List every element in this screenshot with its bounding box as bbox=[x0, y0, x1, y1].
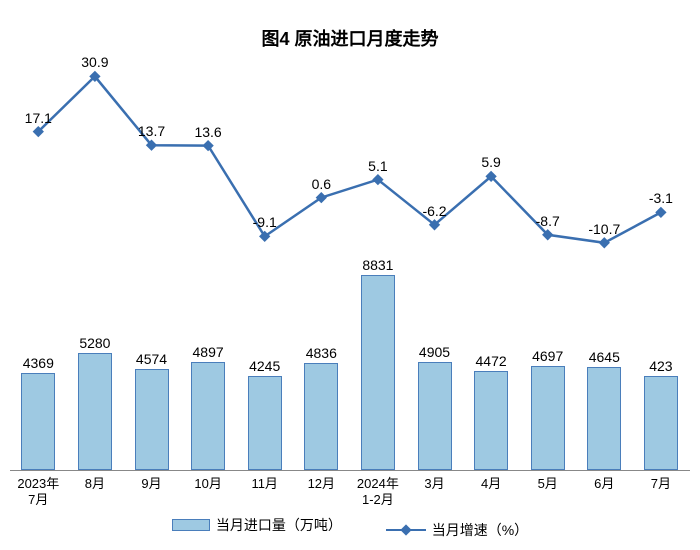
x-tick-label: 6月 bbox=[594, 476, 614, 492]
line-value-label: 30.9 bbox=[81, 54, 108, 70]
legend-line-label: 当月增速（%） bbox=[432, 520, 528, 540]
x-tick-label: 11月 bbox=[251, 476, 278, 492]
x-tick-label: 7月 bbox=[651, 476, 671, 492]
x-tick-label: 5月 bbox=[538, 476, 558, 492]
line-value-label: 0.6 bbox=[312, 176, 331, 192]
x-tick-label: 8月 bbox=[85, 476, 105, 492]
growth-line bbox=[38, 76, 661, 242]
bar-value-label: 4697 bbox=[532, 348, 563, 364]
legend-bar-label: 当月进口量（万吨） bbox=[216, 515, 342, 535]
bar bbox=[361, 275, 395, 470]
bar-value-label: 5280 bbox=[79, 335, 110, 351]
bar bbox=[78, 353, 112, 470]
legend-line-swatch bbox=[386, 529, 426, 531]
line-value-label: -8.7 bbox=[536, 213, 560, 229]
legend-item-bar: 当月进口量（万吨） bbox=[172, 515, 342, 535]
x-tick-label: 9月 bbox=[141, 476, 161, 492]
legend-bar-swatch bbox=[172, 519, 210, 531]
line-value-label: 13.6 bbox=[194, 124, 221, 140]
bar-value-label: 4472 bbox=[476, 353, 507, 369]
x-tick-label: 2024年 1-2月 bbox=[357, 476, 399, 507]
x-tick-label: 12月 bbox=[308, 476, 335, 492]
line-value-label: -9.1 bbox=[253, 214, 277, 230]
line-value-label: 5.1 bbox=[368, 158, 387, 174]
bar bbox=[248, 376, 282, 470]
bar-plot: 4369 5280 4574 4897 4245 4836 8831 4905 4472 4697… bbox=[10, 260, 690, 470]
bar-value-label: 4905 bbox=[419, 344, 450, 360]
line-value-label: 17.1 bbox=[25, 110, 52, 126]
x-tick-label: 3月 bbox=[424, 476, 444, 492]
bar-value-label: 4645 bbox=[589, 349, 620, 365]
bar bbox=[304, 363, 338, 470]
bar-value-label: 4574 bbox=[136, 351, 167, 367]
bar bbox=[418, 362, 452, 470]
bar-value-label: 4369 bbox=[23, 355, 54, 371]
line-marker bbox=[655, 207, 666, 218]
chart-area: 17.130.913.713.6-9.10.65.1-6.25.9-8.7-10… bbox=[10, 60, 690, 470]
x-tick-label: 10月 bbox=[194, 476, 221, 492]
bar bbox=[531, 366, 565, 470]
x-axis-baseline bbox=[10, 470, 690, 471]
bar-value-label: 4836 bbox=[306, 345, 337, 361]
bar bbox=[587, 367, 621, 470]
line-value-label: -3.1 bbox=[649, 190, 673, 206]
line-series-layer: 17.130.913.713.6-9.10.65.1-6.25.9-8.7-10… bbox=[10, 60, 690, 260]
line-value-label: 13.7 bbox=[138, 123, 165, 139]
bar-value-label: 4897 bbox=[193, 344, 224, 360]
bar-value-label: 8831 bbox=[362, 257, 393, 273]
legend-item-line: 当月增速（%） bbox=[386, 520, 528, 540]
chart-title: 图4 原油进口月度走势 bbox=[0, 25, 700, 51]
line-value-label: -10.7 bbox=[588, 221, 620, 237]
bar bbox=[474, 371, 508, 470]
bar-value-label: 4245 bbox=[249, 358, 280, 374]
legend: 当月进口量（万吨） 当月增速（%） bbox=[0, 515, 700, 540]
line-value-label: 5.9 bbox=[481, 154, 500, 170]
bar bbox=[644, 376, 678, 470]
bar bbox=[191, 362, 225, 470]
x-tick-label: 4月 bbox=[481, 476, 501, 492]
bar bbox=[135, 369, 169, 470]
bar-value-label: 423 bbox=[649, 358, 672, 374]
line-marker bbox=[202, 140, 213, 151]
line-value-label: -6.2 bbox=[422, 203, 446, 219]
line-marker bbox=[599, 237, 610, 248]
bar bbox=[21, 373, 55, 470]
x-tick-label: 2023年 7月 bbox=[17, 476, 59, 507]
